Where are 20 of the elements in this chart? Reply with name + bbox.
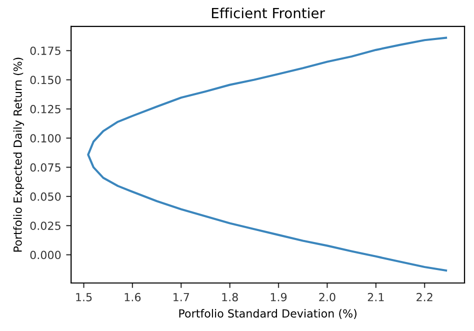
x-axis-title: Portfolio Standard Deviation (%) — [179, 309, 356, 319]
x-tick-label: 1.5 — [76, 293, 92, 302]
y-tick-label: 0.025 — [30, 222, 60, 230]
y-tick-label: 0.125 — [30, 104, 60, 114]
line-series — [87, 36, 448, 272]
y-tick-label: 0.075 — [30, 163, 60, 172]
x-tick-label: 2.2 — [416, 292, 432, 302]
y-tick-label: 0.100 — [30, 134, 61, 142]
y-axis-title: Portfolio Expected Daily Return (%) — [13, 58, 24, 252]
y-tick-label: 0.050 — [30, 192, 61, 201]
y-tick-label: 0.150 — [30, 76, 61, 84]
x-tick-label: 2.1 — [368, 292, 384, 302]
x-tick-label: 2.0 — [319, 292, 336, 302]
x-tick-label: 1.7 — [174, 293, 190, 302]
chart-title: Efficient Frontier — [212, 8, 325, 18]
y-tick-label: 0.175 — [30, 46, 60, 56]
x-tick-label: 1.9 — [270, 292, 287, 302]
x-tick-label: 1.6 — [124, 292, 141, 302]
y-tick-label: 0.000 — [30, 250, 61, 260]
x-tick-label: 1.8 — [222, 292, 238, 302]
